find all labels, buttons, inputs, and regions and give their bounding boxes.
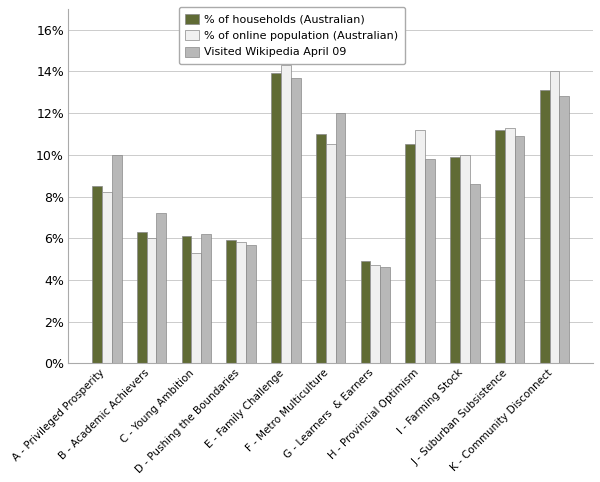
Bar (246, 244, 256, 363)
Bar (226, 241, 236, 363)
Bar (539, 90, 550, 363)
Bar (236, 242, 246, 363)
Bar (157, 213, 166, 363)
Bar (380, 268, 390, 363)
Bar (460, 155, 470, 363)
Bar (559, 96, 569, 363)
Legend: % of households (Australian), % of online population (Australian), Visited Wikip: % of households (Australian), % of onlin… (179, 7, 405, 64)
Bar (182, 236, 191, 363)
Bar (495, 130, 505, 363)
Bar (326, 145, 335, 363)
Bar (201, 234, 211, 363)
Bar (370, 266, 380, 363)
Bar (550, 71, 559, 363)
Bar (450, 157, 460, 363)
Bar (505, 128, 515, 363)
Bar (361, 261, 370, 363)
Bar (112, 155, 122, 363)
Bar (92, 186, 102, 363)
Bar (137, 232, 146, 363)
Bar (271, 73, 281, 363)
Bar (281, 65, 291, 363)
Bar (515, 136, 524, 363)
Bar (425, 159, 435, 363)
Bar (291, 78, 301, 363)
Bar (335, 113, 346, 363)
Bar (146, 238, 157, 363)
Bar (316, 134, 326, 363)
Bar (406, 145, 415, 363)
Bar (191, 253, 201, 363)
Bar (102, 192, 112, 363)
Bar (415, 130, 425, 363)
Bar (470, 184, 479, 363)
